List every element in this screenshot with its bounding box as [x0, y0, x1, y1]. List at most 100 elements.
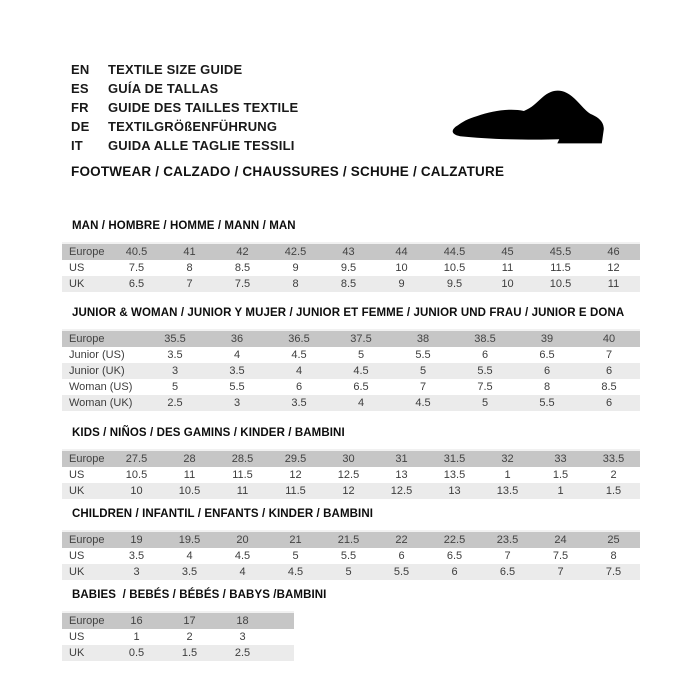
size-value-cell: 13.5 — [443, 469, 466, 481]
size-table-header-row: Europe 27.5 28 28.5 29.5 30 31 31.5 32 33 33.5 — [62, 450, 640, 467]
size-value-cell: 1.5 — [552, 469, 569, 481]
size-value-cell: 3 — [110, 564, 163, 580]
section-children: CHILDREN / INFANTIL / ENFANTS / KINDER /… — [62, 507, 640, 580]
size-value-cell: 5.5 — [454, 363, 516, 379]
size-value-cell: 11.5 — [550, 262, 571, 274]
size-value-cell: 11 — [587, 276, 640, 292]
size-value-cell: 4.5 — [291, 349, 307, 361]
size-value-cell: 36.5 — [268, 330, 330, 347]
size-value-cell: 36 — [206, 330, 268, 347]
size-table-kids: Europe 27.5 28 28.5 29.5 30 31 31.5 32 33 33.5 US 10… — [62, 449, 640, 499]
size-value-cell: 5.5 — [415, 349, 431, 361]
size-value-cell: 7.5 — [587, 564, 640, 580]
size-value-cell: 11 — [501, 262, 514, 274]
pad-cell — [269, 629, 294, 645]
size-value-cell: 27.5 — [110, 450, 163, 467]
row-label-cell: US — [69, 631, 85, 643]
size-value-cell: 35.5 — [144, 330, 206, 347]
size-table-row: Junior (US) 3.5 4 4.5 5 5.5 6 6.5 7 — [62, 347, 640, 363]
language-row-fr: FR GUIDE DES TAILLES TEXTILE — [71, 98, 640, 117]
size-value-cell: 31 — [375, 450, 428, 467]
size-value-cell: 5.5 — [516, 395, 578, 411]
size-value-cell: 12.5 — [375, 483, 428, 499]
size-table-row: US 3.5 4 4.5 5 5.5 6 6.5 7 7.5 8 — [62, 548, 640, 564]
size-value-cell: 6.5 — [353, 381, 369, 393]
size-table-row: US 10.5 11 11.5 12 12.5 13 13.5 1 1.5 2 — [62, 467, 640, 483]
row-label-cell: Europe — [62, 531, 110, 548]
section-junior-woman: JUNIOR & WOMAN / JUNIOR Y MUJER / JUNIOR… — [62, 306, 640, 411]
language-row-de: DE TEXTILGRÖßENFÜHRUNG — [71, 117, 640, 136]
size-value-cell: 23.5 — [481, 531, 534, 548]
size-value-cell: 21 — [269, 531, 322, 548]
size-table-row: US 1 2 3 — [62, 629, 294, 645]
size-value-cell: 11.5 — [269, 483, 322, 499]
size-value-cell: 6 — [295, 381, 303, 393]
row-label-cell: Europe — [62, 330, 144, 347]
size-value-cell: 9 — [292, 262, 299, 274]
language-list: EN TEXTILE SIZE GUIDE ES GUÍA DE TALLAS … — [62, 60, 640, 155]
size-value-cell: 2.5 — [144, 395, 206, 411]
size-value-cell: 10 — [481, 276, 534, 292]
table-title-kids: KIDS / NIÑOS / DES GAMINS / KINDER / BAM… — [72, 427, 345, 439]
size-value-cell: 7 — [419, 381, 427, 393]
category-heading: FOOTWEAR / CALZADO / CHAUSSURES / SCHUHE… — [71, 164, 505, 179]
table-title-junior-woman: JUNIOR & WOMAN / JUNIOR Y MUJER / JUNIOR… — [72, 307, 625, 319]
size-value-cell: 3 — [239, 631, 246, 643]
size-value-cell: 44 — [375, 243, 428, 260]
size-table-header-row: Europe 40.5 41 42 42.5 43 44 44.5 45 45.5 46 — [62, 243, 640, 260]
size-value-cell: 1.5 — [587, 483, 640, 499]
size-value-cell: 6 — [428, 564, 481, 580]
size-value-cell: 10.5 — [163, 483, 216, 499]
size-value-cell: 4.5 — [392, 395, 454, 411]
size-table-babies: Europe 16 17 18 US 1 2 3 UK 0.5 1.5 2.5 — [62, 611, 294, 661]
size-value-cell: 8 — [186, 262, 193, 274]
size-value-cell: 4.5 — [330, 363, 392, 379]
language-label: GUÍA DE TALLAS — [108, 81, 219, 96]
size-value-cell: 0.5 — [110, 645, 163, 661]
size-value-cell: 7.5 — [552, 550, 569, 562]
size-value-cell: 7.5 — [216, 276, 269, 292]
size-table-row: UK 10 10.5 11 11.5 12 12.5 13 13.5 1 1.5 — [62, 483, 640, 499]
language-code: EN — [71, 62, 90, 77]
pad-cell — [269, 645, 294, 661]
size-value-cell: 13 — [428, 483, 481, 499]
size-value-cell: 10 — [110, 483, 163, 499]
size-value-cell: 11 — [216, 483, 269, 499]
size-value-cell: 3.5 — [268, 395, 330, 411]
size-table-row: UK 3 3.5 4 4.5 5 5.5 6 6.5 7 7.5 — [62, 564, 640, 580]
row-label-cell: Woman (UK) — [62, 395, 144, 411]
size-value-cell: 5 — [357, 349, 365, 361]
row-label-cell: US — [69, 469, 85, 481]
size-value-cell: 3 — [144, 363, 206, 379]
size-value-cell: 44.5 — [428, 243, 481, 260]
size-value-cell: 6.5 — [539, 349, 555, 361]
size-table-junior-woman: Europe 35.5 36 36.5 37.5 38 38.5 39 40 Junior (US… — [62, 329, 640, 411]
size-value-cell: 5 — [322, 564, 375, 580]
row-label-cell: Europe — [62, 612, 110, 629]
size-value-cell: 12.5 — [337, 469, 360, 481]
size-guide-page: EN TEXTILE SIZE GUIDE ES GUÍA DE TALLAS … — [62, 60, 640, 661]
size-value-cell: 6.5 — [110, 276, 163, 292]
size-value-cell: 7 — [163, 276, 216, 292]
size-value-cell: 5.5 — [229, 381, 245, 393]
size-value-cell: 7 — [534, 564, 587, 580]
size-value-cell: 42 — [216, 243, 269, 260]
language-label: GUIDE DES TAILLES TEXTILE — [108, 100, 299, 115]
size-table-children: Europe 19 19.5 20 21 21.5 22 22.5 23.5 24 25 US 3.5 4… — [62, 530, 640, 580]
size-value-cell: 22.5 — [428, 531, 481, 548]
language-code: IT — [71, 138, 83, 153]
row-label-cell: UK — [62, 564, 110, 580]
size-value-cell: 4 — [330, 395, 392, 411]
row-label-cell: US — [69, 550, 85, 562]
size-value-cell: 6 — [481, 349, 489, 361]
row-label-cell: UK — [62, 645, 110, 661]
size-value-cell: 2.5 — [216, 645, 269, 661]
row-label-cell: US — [69, 262, 85, 274]
size-value-cell: 28 — [163, 450, 216, 467]
size-value-cell: 45.5 — [534, 243, 587, 260]
size-value-cell: 6 — [516, 363, 578, 379]
size-value-cell: 12 — [607, 262, 620, 274]
size-value-cell: 6 — [398, 550, 405, 562]
row-label-cell: UK — [62, 276, 110, 292]
table-title-man: MAN / HOMBRE / HOMME / MANN / MAN — [72, 220, 296, 232]
